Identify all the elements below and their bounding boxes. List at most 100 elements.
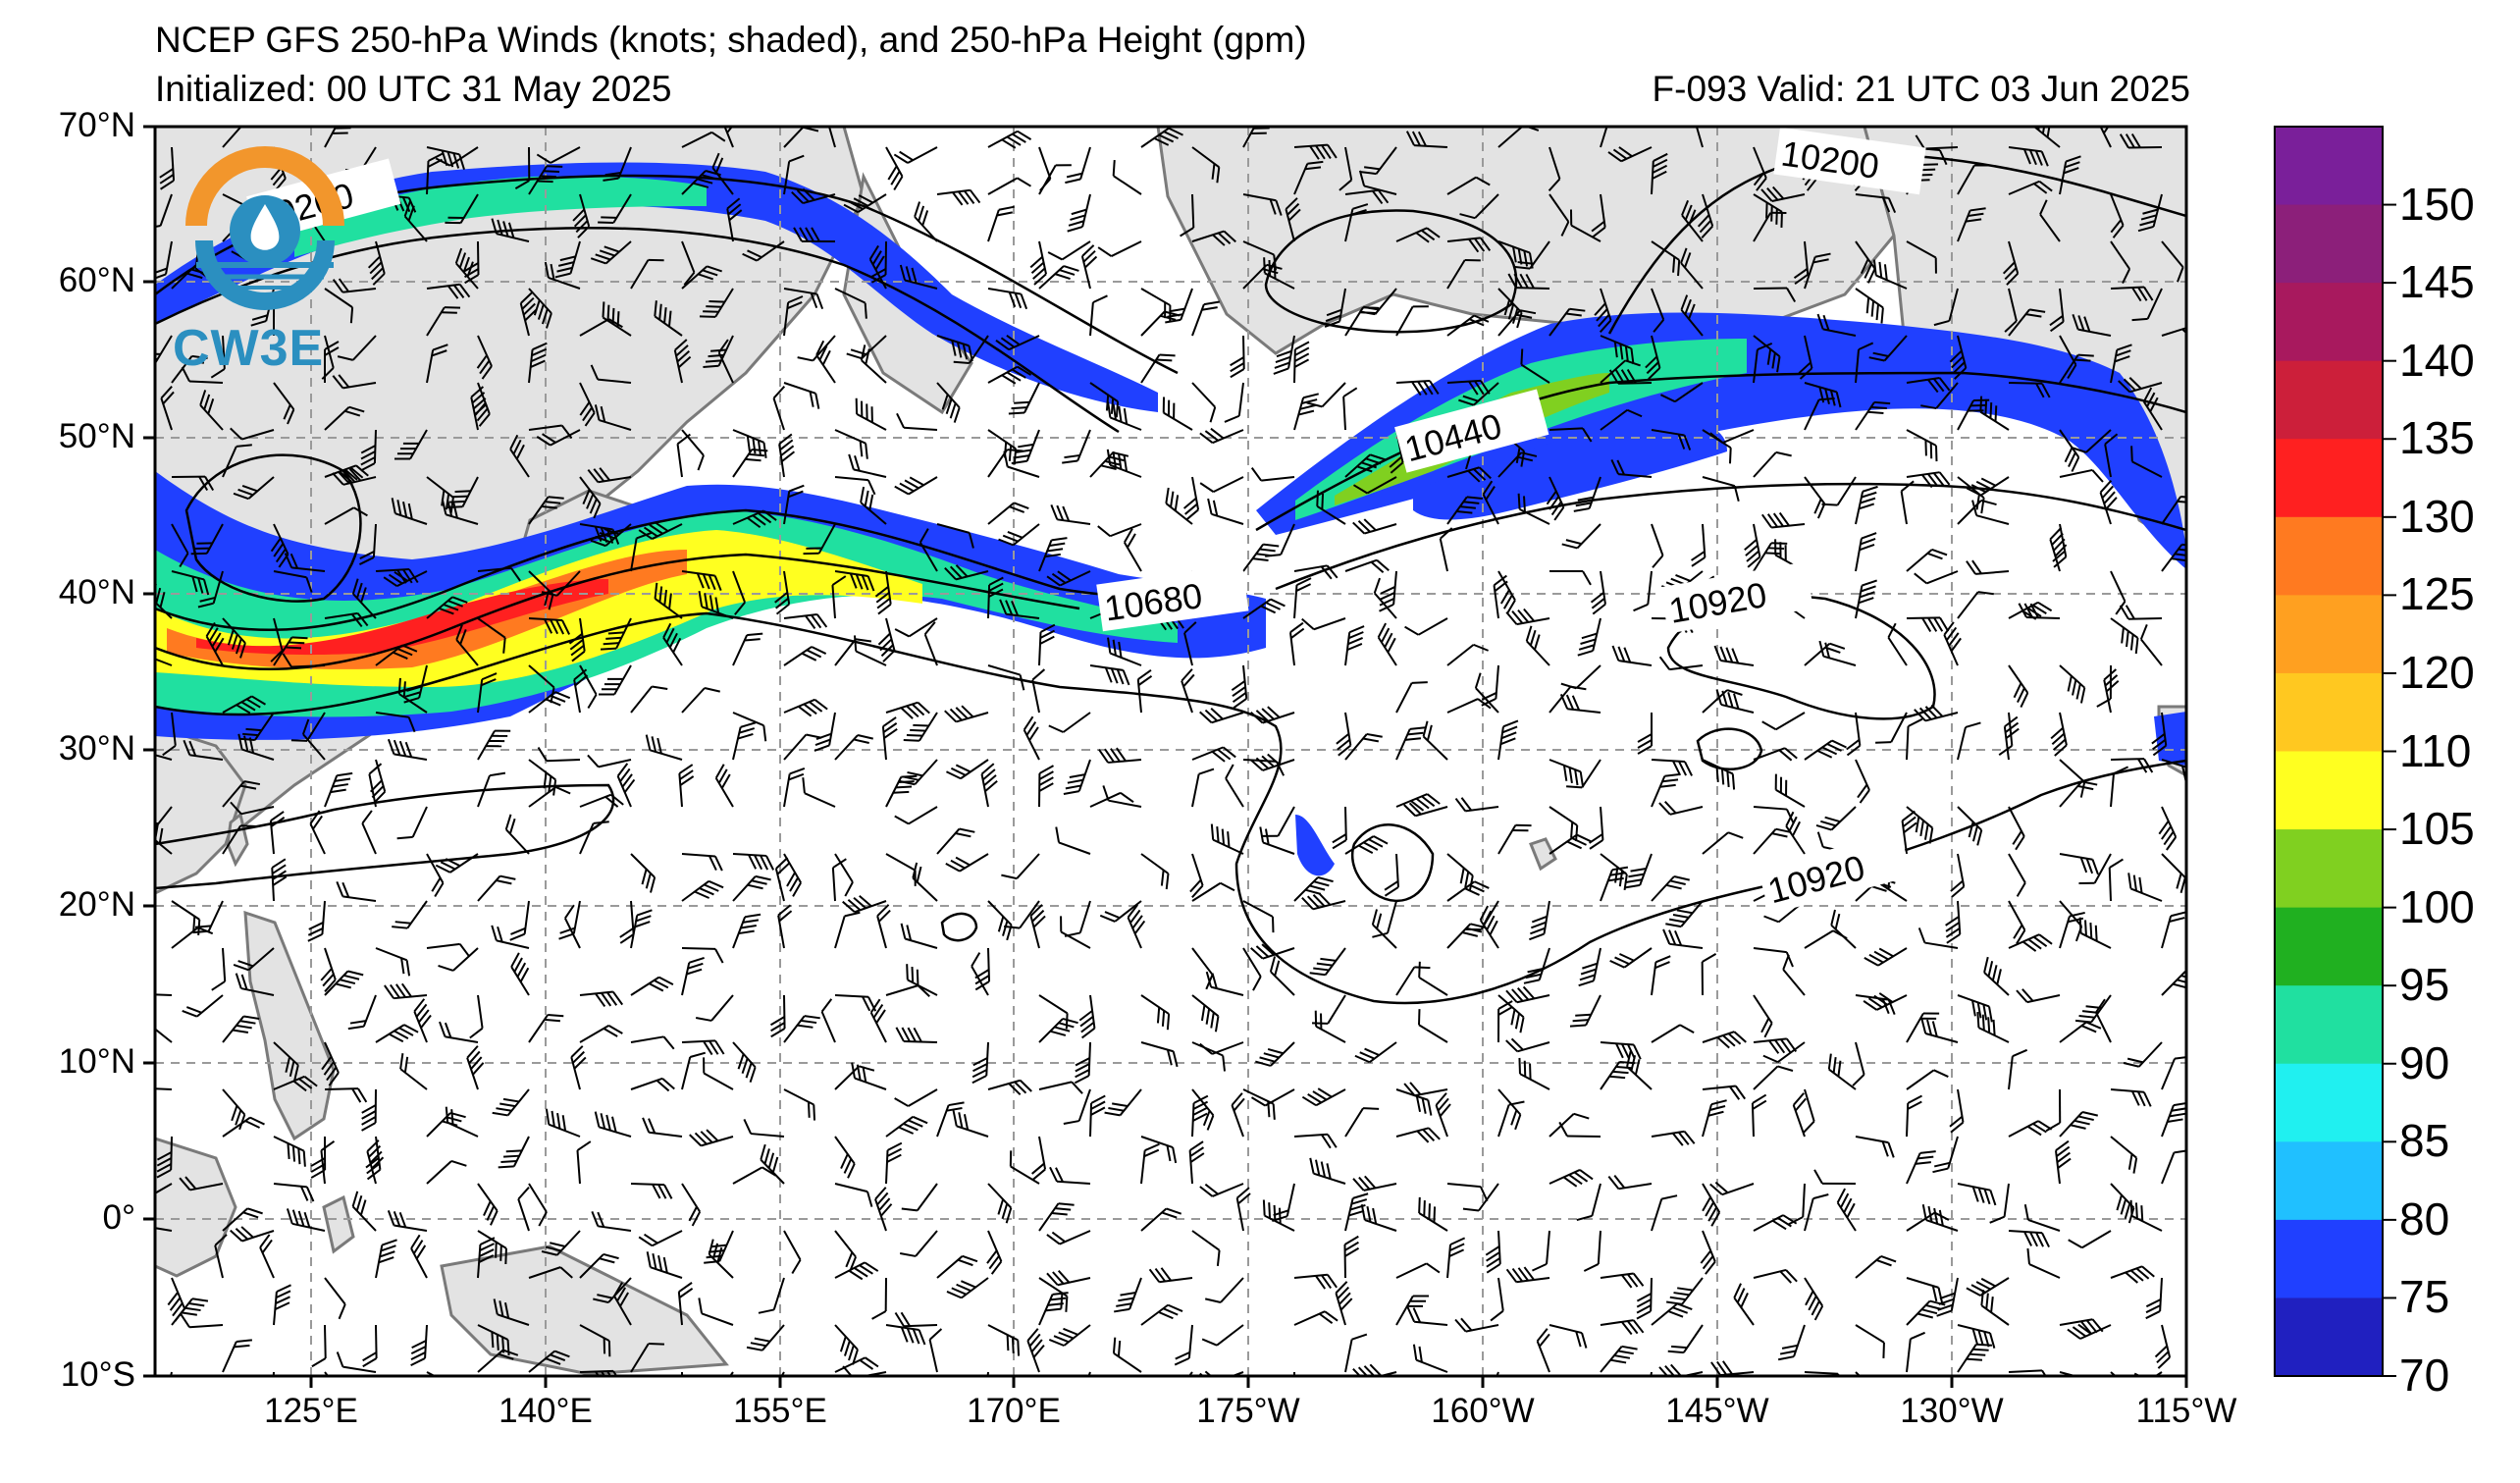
wind-barb xyxy=(387,1210,428,1232)
wind-barb xyxy=(783,698,828,717)
wind-barb xyxy=(156,1136,173,1179)
wind-barb xyxy=(528,1266,573,1279)
wind-barb xyxy=(1293,1273,1338,1290)
wind-barb xyxy=(2119,132,2163,149)
wind-barb xyxy=(271,858,288,902)
wind-barb xyxy=(987,1324,1021,1356)
wind-barb xyxy=(1611,645,1653,666)
wind-barb xyxy=(1607,146,1653,163)
wind-barb xyxy=(2110,617,2139,655)
wind-barb xyxy=(1658,800,1704,816)
wind-barb xyxy=(881,716,898,761)
wind-barb xyxy=(1529,900,1550,941)
wind-barb xyxy=(945,853,989,873)
wind-barb xyxy=(1107,401,1142,431)
wind-barb xyxy=(579,1324,611,1357)
wind-barb xyxy=(1549,759,1585,788)
wind-barb xyxy=(699,288,734,318)
wind-barb xyxy=(1957,994,1993,1023)
wind-barb xyxy=(2059,1021,2102,1043)
wind-barb xyxy=(1242,598,1286,619)
wind-barb xyxy=(2161,1149,2186,1185)
cw3e-logo xyxy=(185,146,344,310)
wind-barb xyxy=(1906,377,1951,394)
colorbar-label: 95 xyxy=(2399,959,2450,1011)
wind-barb xyxy=(711,152,734,195)
colorbar-label: 145 xyxy=(2399,256,2475,308)
wind-barb xyxy=(1344,835,1389,855)
wind-barb xyxy=(1140,127,1183,148)
wind-barb xyxy=(1966,559,2010,575)
wind-barb xyxy=(2099,480,2118,525)
wind-barb xyxy=(1089,451,1129,478)
wind-barb xyxy=(1065,146,1091,185)
wind-barb xyxy=(384,982,428,1000)
wind-barb xyxy=(1123,528,1142,572)
wind-barb xyxy=(1080,244,1098,290)
wind-barb xyxy=(1316,490,1346,525)
colorbar-segment xyxy=(2275,595,2383,674)
wind-barb xyxy=(1055,826,1091,855)
wind-barb xyxy=(528,691,571,714)
wind-barb xyxy=(971,952,989,996)
wind-barb xyxy=(998,523,1040,547)
wind-barb xyxy=(1875,712,1908,744)
wind-barb xyxy=(171,475,215,492)
wind-barb xyxy=(885,1115,928,1138)
colorbar-segment xyxy=(2275,283,2383,362)
wind-barb xyxy=(1559,693,1601,714)
wind-barb xyxy=(1026,1328,1045,1373)
wind-barb xyxy=(1191,881,1235,902)
wind-barb xyxy=(746,1324,785,1351)
wind-barb xyxy=(1001,853,1040,880)
wind-barb xyxy=(1140,853,1170,890)
wind-barb xyxy=(1078,994,1096,1039)
wind-barb xyxy=(332,468,377,486)
wind-barb xyxy=(324,1087,368,1103)
wind-barb xyxy=(1549,193,1570,237)
colorbar-segment xyxy=(2275,1219,2383,1298)
wind-barb xyxy=(1549,833,1592,855)
wind-barb xyxy=(1651,1130,1696,1146)
wind-barb xyxy=(1610,459,1653,478)
colorbar-label: 125 xyxy=(2399,568,2475,620)
wind-barb xyxy=(1344,306,1380,337)
wind-barb xyxy=(324,288,354,324)
wind-barb xyxy=(899,264,938,290)
wind-barb xyxy=(987,429,1018,465)
wind-barb xyxy=(399,1053,428,1090)
wind-barb xyxy=(681,570,722,591)
wind-barb xyxy=(1549,307,1586,337)
wind-barb xyxy=(590,240,632,265)
wind-barb xyxy=(791,187,836,205)
wind-barb xyxy=(1038,1081,1083,1094)
wind-barb xyxy=(1774,773,1806,808)
wind-barb xyxy=(654,582,683,619)
wind-barb xyxy=(1957,1343,1993,1373)
wind-barb xyxy=(259,1234,275,1279)
wind-barb xyxy=(1966,1277,2010,1297)
wind-barb xyxy=(1199,1183,1244,1197)
wind-barb xyxy=(1104,1088,1142,1117)
wind-barb xyxy=(1915,134,1959,150)
colorbar-segment xyxy=(2275,1298,2383,1377)
wind-barb xyxy=(1979,396,2010,431)
wind-barb xyxy=(834,1324,859,1365)
wind-barb xyxy=(1863,992,1908,1011)
wind-barb xyxy=(824,127,836,148)
wind-barb xyxy=(885,774,918,808)
wind-barb xyxy=(1191,1088,1215,1131)
lon-label-160w: 160°W xyxy=(1431,1392,1535,1430)
wind-barb xyxy=(210,335,226,379)
wind-barb xyxy=(1651,523,1664,568)
wind-barb xyxy=(2108,858,2124,902)
wind-barb xyxy=(1760,511,1806,529)
wind-barb xyxy=(732,712,767,742)
wind-barb xyxy=(491,925,530,949)
wind-barb xyxy=(1285,197,1301,242)
wind-barb xyxy=(1651,288,1665,333)
wind-barb xyxy=(703,1057,734,1090)
wind-barb xyxy=(885,1324,926,1346)
jet-west-pacific-orange xyxy=(167,550,687,669)
wind-barb xyxy=(783,733,822,761)
